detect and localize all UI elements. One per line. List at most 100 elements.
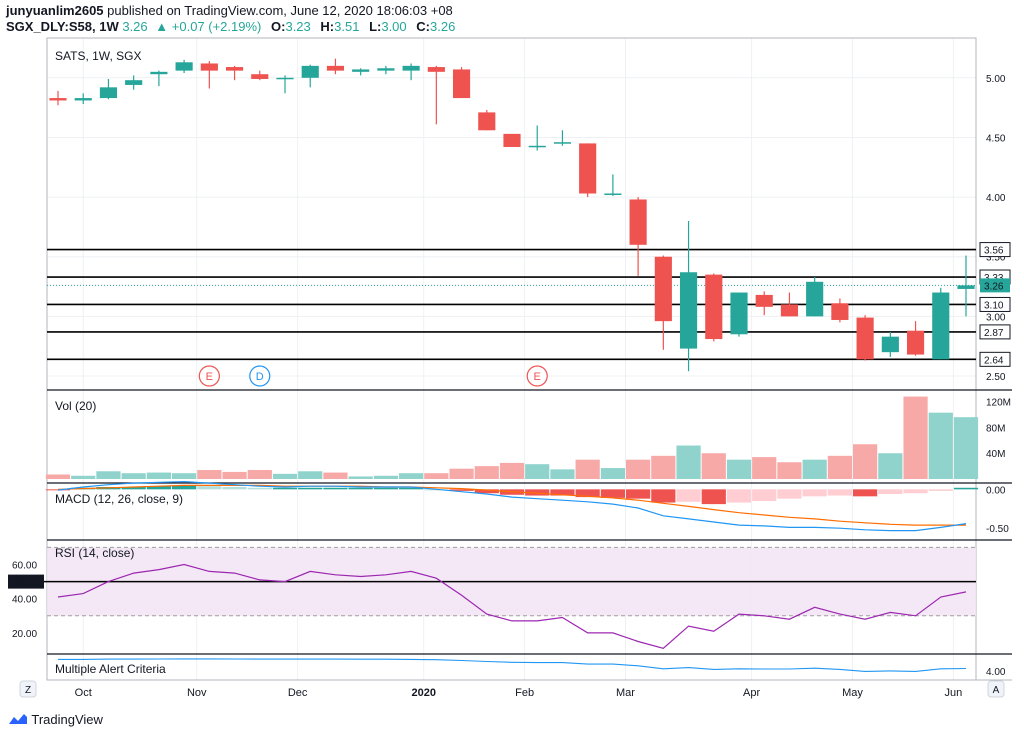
- volume-bar: [96, 471, 121, 479]
- macd-histogram-bar: [777, 489, 802, 499]
- candle-body: [579, 143, 597, 194]
- publisher-user[interactable]: junyuanlim2605: [6, 3, 104, 18]
- candle-body: [377, 68, 395, 71]
- volume-bar: [777, 462, 802, 479]
- candle-body: [780, 304, 799, 317]
- publisher-line: junyuanlim2605 published on TradingView.…: [6, 3, 453, 18]
- ohlc-line: SGX_DLY:S58, 1W 3.26 ▲ +0.07 (+2.19%) O:…: [6, 19, 455, 34]
- volume-bar: [197, 469, 222, 479]
- volume-bar: [676, 445, 701, 479]
- time-axis-label: Nov: [187, 687, 207, 699]
- event-marker-label: D: [256, 371, 264, 383]
- volume-bar: [348, 476, 373, 479]
- candle-body: [251, 74, 269, 79]
- volume-bar: [45, 474, 71, 479]
- macd-histogram-bar: [247, 487, 272, 490]
- macd-histogram-bar: [449, 489, 474, 491]
- candle-body: [932, 292, 950, 360]
- event-marker-label: E: [534, 371, 541, 383]
- volume-bar: [449, 468, 474, 479]
- volume-bar: [726, 459, 752, 479]
- volume-tick-label: 120M: [986, 398, 1011, 409]
- high-value: 3.51: [334, 19, 360, 34]
- event-marker: [198, 365, 220, 387]
- macd-histogram-bar: [323, 487, 348, 490]
- zoom-button[interactable]: [19, 680, 37, 698]
- volume-bar: [525, 464, 550, 479]
- level-price-box: [979, 242, 1011, 258]
- volume-bar: [928, 412, 953, 479]
- auto-scale-button[interactable]: [987, 680, 1005, 698]
- candle-body: [881, 336, 899, 353]
- volume-bar: [600, 468, 625, 479]
- zoom-button-label: Z: [25, 685, 31, 696]
- rsi-line: [57, 563, 967, 649]
- macd-histogram-bar: [827, 489, 852, 496]
- tradingview-brand[interactable]: TradingView: [8, 712, 103, 727]
- candle-body: [427, 67, 445, 72]
- last-price-box: [980, 278, 1010, 293]
- candle-body: [856, 317, 874, 360]
- volume-tick-label: 80M: [986, 423, 1005, 434]
- macd-histogram-bar: [752, 489, 777, 501]
- event-marker: [249, 365, 271, 387]
- macd-histogram-bar: [676, 489, 701, 502]
- candle-body: [705, 274, 723, 340]
- volume-pane-title: Vol (20): [55, 399, 96, 413]
- macd-histogram-bar: [701, 489, 726, 505]
- last-price: 3.26: [122, 19, 148, 34]
- volume-bar: [701, 453, 726, 479]
- volume-bar: [298, 471, 323, 479]
- price-tick-label: 4.00: [986, 193, 1006, 204]
- macd-histogram-bar: [197, 486, 222, 490]
- level-price-label: 3.10: [984, 300, 1004, 311]
- candle-body: [225, 67, 244, 71]
- price-pane-title: SATS, 1W, SGX: [55, 49, 141, 63]
- open-value: 3.23: [285, 19, 311, 34]
- macd-histogram-bar: [903, 489, 928, 494]
- candle-body: [452, 69, 471, 99]
- alert-line: [58, 658, 967, 672]
- close-value: 3.26: [430, 19, 456, 34]
- low-label: L:: [369, 19, 382, 34]
- candle-body: [906, 330, 925, 355]
- candle-body: [301, 65, 319, 78]
- time-axis-label: 2020: [411, 687, 435, 699]
- macd-histogram-bar: [121, 487, 146, 490]
- event-marker-label: E: [206, 371, 213, 383]
- volume-bar: [626, 459, 651, 479]
- price-change: ▲ +0.07 (+2.19%): [155, 19, 262, 34]
- macd-histogram-bar: [525, 489, 550, 496]
- macd-histogram-bar: [272, 487, 298, 490]
- volume-bar: [550, 469, 575, 479]
- volume-bar: [953, 417, 979, 479]
- candle-body: [478, 112, 496, 131]
- macd-histogram-bar: [373, 487, 398, 490]
- volume-bar: [121, 473, 146, 479]
- macd-histogram-bar: [146, 486, 171, 490]
- macd-histogram-bar: [575, 489, 600, 498]
- volume-bar: [853, 444, 878, 479]
- time-axis-label: Apr: [743, 687, 760, 699]
- macd-tick-label: 0.00: [986, 485, 1006, 496]
- macd-histogram-bar: [928, 489, 953, 491]
- macd-histogram-bar: [878, 489, 903, 494]
- high-label: H:: [320, 19, 335, 34]
- rsi-tick-label: 60.00: [12, 561, 37, 572]
- volume-bar: [323, 472, 348, 479]
- price-tick-label: 5.00: [986, 74, 1006, 85]
- candle-body: [629, 199, 647, 245]
- auto-scale-button-label: A: [993, 685, 1000, 696]
- macd-histogram-bar: [651, 489, 676, 503]
- volume-bar: [247, 469, 272, 479]
- rsi-midline-label: 50.00: [12, 578, 37, 589]
- time-axis-label: Feb: [515, 687, 534, 699]
- open-label: O:: [271, 19, 286, 34]
- macd-histogram-bar: [802, 489, 827, 497]
- level-price-box: [979, 324, 1011, 340]
- brand-text: TradingView: [31, 712, 103, 727]
- candle-body: [553, 142, 572, 144]
- last-price-label: 3.26: [984, 281, 1004, 292]
- level-price-label: 2.87: [984, 328, 1004, 339]
